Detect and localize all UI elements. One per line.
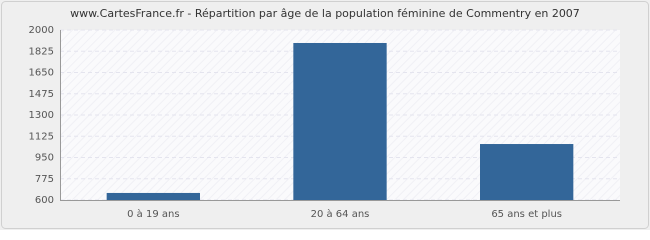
- bar: [106, 192, 200, 200]
- bar: [293, 42, 387, 200]
- y-tick-label: 950: [35, 153, 54, 164]
- frame: [1, 1, 649, 229]
- y-tick-label: 1650: [29, 68, 54, 79]
- chart: www.CartesFrance.fr - Répartition par âg…: [0, 0, 650, 230]
- bar: [480, 144, 574, 200]
- x-tick-label: 65 ans et plus: [491, 209, 562, 220]
- x-tick-label: 20 à 64 ans: [311, 208, 370, 220]
- y-tick-label: 1825: [29, 46, 54, 57]
- y-tick-label: 1475: [29, 89, 54, 100]
- y-tick-label: 1125: [29, 131, 54, 142]
- chart-title: www.CartesFrance.fr - Répartition par âg…: [70, 7, 580, 20]
- y-tick-label: 600: [35, 195, 54, 206]
- y-tick-label: 775: [35, 174, 54, 185]
- y-tick-label: 2000: [29, 25, 54, 36]
- y-tick-label: 1300: [29, 110, 54, 121]
- x-tick-label: 0 à 19 ans: [127, 208, 179, 220]
